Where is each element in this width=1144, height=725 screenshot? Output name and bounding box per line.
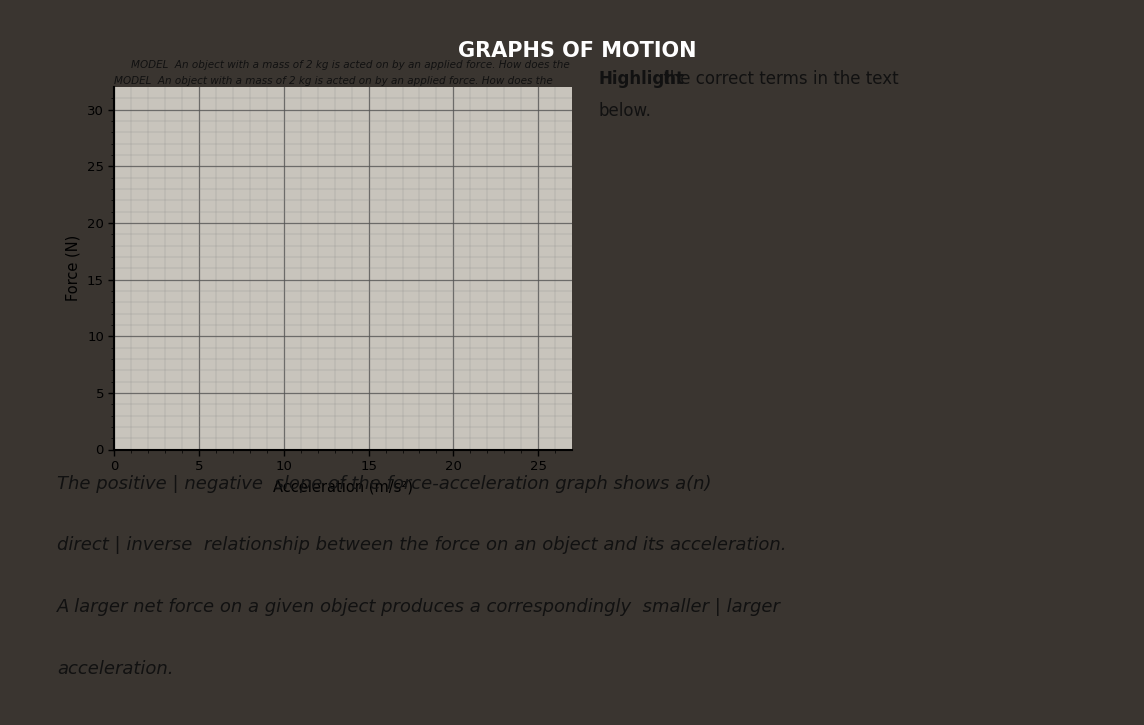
Text: below.: below. [599,102,652,120]
Y-axis label: Force (N): Force (N) [65,235,80,302]
X-axis label: Acceleration (m/s²): Acceleration (m/s²) [273,480,413,495]
Text: direct | inverse  relationship between the force on an object and its accelerati: direct | inverse relationship between th… [57,536,787,555]
Text: GRAPHS OF MOTION: GRAPHS OF MOTION [459,41,697,61]
Text: The positive | negative  slope of the force-acceleration graph shows a(n): The positive | negative slope of the for… [57,475,712,493]
Text: the correct terms in the text: the correct terms in the text [658,70,898,88]
Text: acceleration.: acceleration. [57,660,174,678]
Text: Highlight: Highlight [599,70,685,88]
Text: MODEL  An object with a mass of 2 kg is acted on by an applied force. How does t: MODEL An object with a mass of 2 kg is a… [130,59,570,70]
Text: MODEL  An object with a mass of 2 kg is acted on by an applied force. How does t: MODEL An object with a mass of 2 kg is a… [114,76,554,86]
Text: A larger net force on a given object produces a correspondingly  smaller | large: A larger net force on a given object pro… [57,598,781,616]
